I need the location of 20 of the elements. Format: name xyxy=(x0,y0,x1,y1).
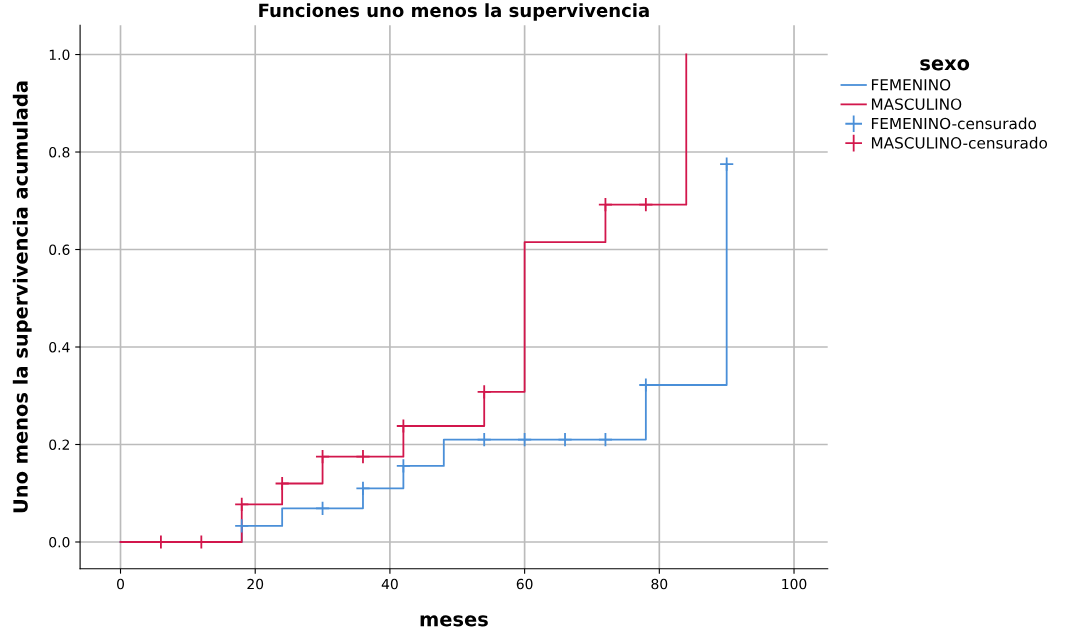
legend-label: MASCULINO xyxy=(871,98,962,110)
legend-label: FEMENINO-censurado xyxy=(871,117,1037,130)
y-tick-label: 0.6 xyxy=(49,244,70,255)
x-tick-label: 100 xyxy=(782,578,807,590)
x-tick-label: 0 xyxy=(117,578,125,590)
chart-title: Funciones uno menos la supervivencia xyxy=(259,3,649,21)
y-tick-label: 0.8 xyxy=(49,146,70,158)
y-tick-label: 0.4 xyxy=(49,341,70,353)
y-axis-title: Uno menos la supervivencia acumulada xyxy=(12,81,32,513)
x-tick-label: 60 xyxy=(516,578,533,590)
legend-title: sexo xyxy=(920,59,970,71)
y-tick-label: 1.0 xyxy=(49,49,70,60)
y-tick-label: 0.0 xyxy=(49,536,70,548)
x-axis-title: meses xyxy=(420,615,488,627)
x-tick-label: 80 xyxy=(651,578,668,590)
x-tick-label: 20 xyxy=(247,578,264,590)
y-tick-label: 0.2 xyxy=(49,439,69,450)
x-tick-label: 40 xyxy=(381,578,398,590)
legend-label: MASCULINO-censurado xyxy=(871,136,1048,149)
legend-label: FEMENINO xyxy=(871,79,951,91)
